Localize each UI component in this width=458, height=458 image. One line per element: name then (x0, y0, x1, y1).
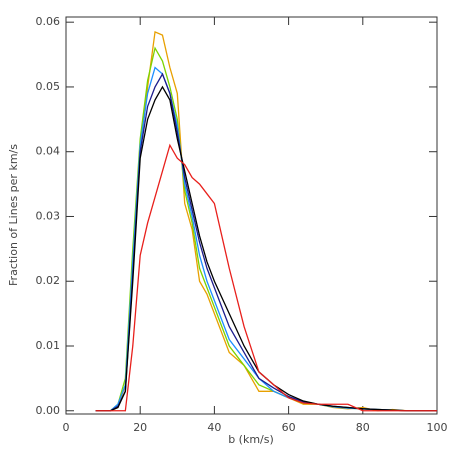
y-tick-label: 0.05 (36, 80, 61, 93)
series-line (95, 85, 437, 412)
y-tick-label: 0.03 (36, 209, 61, 222)
y-tick-label: 0.04 (36, 145, 61, 158)
y-axis-label: Fraction of Lines per km/s (7, 144, 20, 286)
x-tick-label: 0 (63, 421, 70, 434)
x-tick-label: 20 (133, 421, 147, 434)
series-line (95, 143, 437, 412)
series-line (95, 66, 437, 412)
x-tick-label: 80 (356, 421, 370, 434)
x-axis-label: b (km/s) (228, 433, 274, 446)
x-tick-label: 40 (207, 421, 221, 434)
y-tick-label: 0.02 (36, 274, 61, 287)
y-tick-label: 0.06 (36, 15, 61, 28)
x-tick-label: 100 (427, 421, 448, 434)
x-tick-label: 60 (282, 421, 296, 434)
plot-frame (65, 16, 438, 415)
y-tick-label: 0.01 (36, 339, 61, 352)
y-tick-label: 0.00 (36, 404, 61, 417)
